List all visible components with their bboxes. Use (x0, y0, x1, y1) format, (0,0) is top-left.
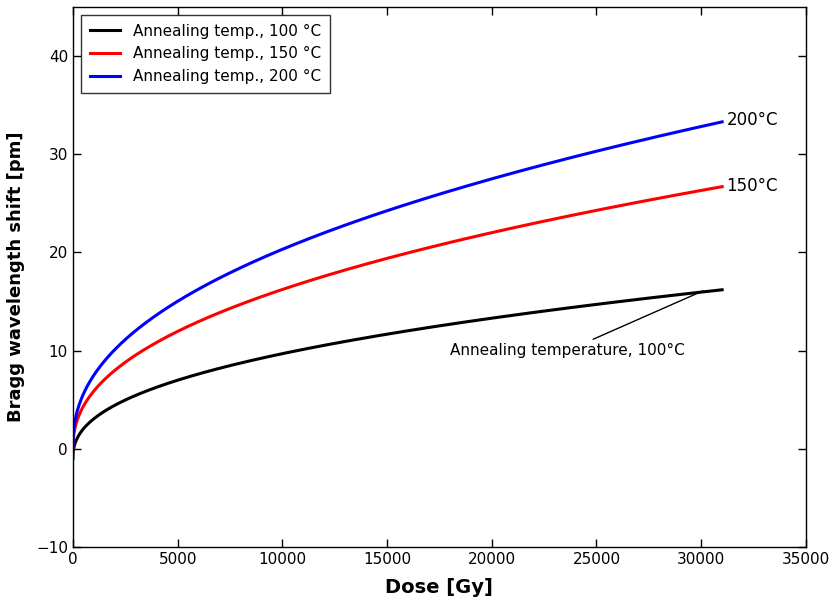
Annealing temp., 200 °C (716, 118, 726, 126)
Annealing temp., 100 °C (68, 455, 78, 462)
Annealing temp., 150 °C (68, 445, 78, 452)
Annealing temp., 150 °C (181, 324, 191, 331)
Annealing temp., 200 °C (317, 230, 327, 237)
Annealing temp., 150 °C (716, 183, 726, 190)
Annealing temp., 150 °C (634, 198, 644, 205)
Annealing temp., 150 °C (317, 273, 327, 280)
Line: Annealing temp., 100 °C: Annealing temp., 100 °C (73, 290, 721, 458)
Text: 200°C: 200°C (726, 111, 777, 129)
Annealing temp., 150 °C (344, 265, 354, 272)
Annealing temp., 200 °C (704, 121, 714, 128)
Line: Annealing temp., 150 °C: Annealing temp., 150 °C (73, 187, 721, 449)
Annealing temp., 100 °C (344, 337, 354, 344)
Annealing temp., 100 °C (704, 288, 714, 295)
Text: 150°C: 150°C (726, 177, 777, 194)
Annealing temp., 200 °C (142, 318, 152, 326)
Annealing temp., 200 °C (181, 293, 191, 300)
Annealing temp., 100 °C (716, 286, 726, 294)
Annealing temp., 200 °C (68, 443, 78, 451)
Annealing temp., 150 °C (142, 344, 152, 352)
Annealing temp., 100 °C (181, 374, 191, 381)
Text: Annealing temperature, 100°C: Annealing temperature, 100°C (450, 291, 702, 358)
Annealing temp., 200 °C (344, 220, 354, 227)
Annealing temp., 100 °C (634, 295, 644, 303)
Y-axis label: Bragg wavelength shift [pm]: Bragg wavelength shift [pm] (7, 132, 25, 422)
Legend: Annealing temp., 100 °C, Annealing temp., 150 °C, Annealing temp., 200 °C: Annealing temp., 100 °C, Annealing temp.… (80, 14, 329, 93)
Line: Annealing temp., 200 °C: Annealing temp., 200 °C (73, 122, 721, 447)
X-axis label: Dose [Gy]: Dose [Gy] (385, 578, 492, 597)
Annealing temp., 150 °C (704, 185, 714, 193)
Annealing temp., 100 °C (317, 342, 327, 349)
Annealing temp., 100 °C (142, 387, 152, 394)
Annealing temp., 200 °C (634, 137, 644, 144)
